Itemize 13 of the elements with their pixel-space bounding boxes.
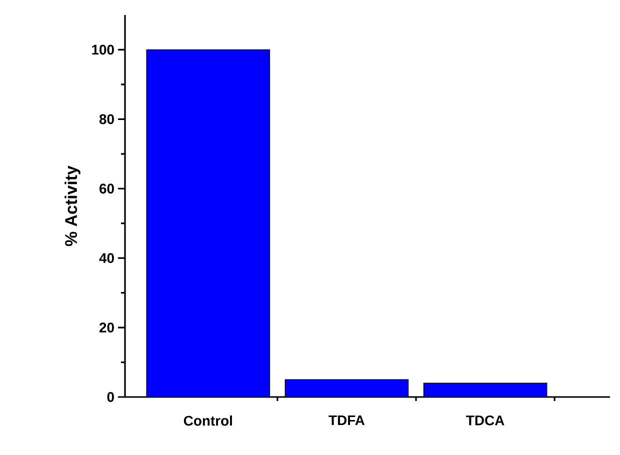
x-tick-label: TDCA	[466, 415, 504, 426]
y-tick-label: 100	[92, 44, 114, 55]
bar	[423, 382, 548, 397]
y-tick-label: 80	[99, 114, 114, 124]
bar	[146, 49, 270, 397]
x-tick-label: Control	[184, 415, 232, 426]
y-tick-label: 40	[99, 253, 114, 264]
bar	[284, 379, 409, 397]
y-axis-title: % Activity	[64, 166, 80, 246]
y-tick-label: 60	[100, 184, 114, 194]
y-tick-label: 20	[99, 322, 114, 332]
y-tick-label: 0	[107, 392, 114, 402]
x-tick-label: TDFA	[328, 415, 365, 426]
